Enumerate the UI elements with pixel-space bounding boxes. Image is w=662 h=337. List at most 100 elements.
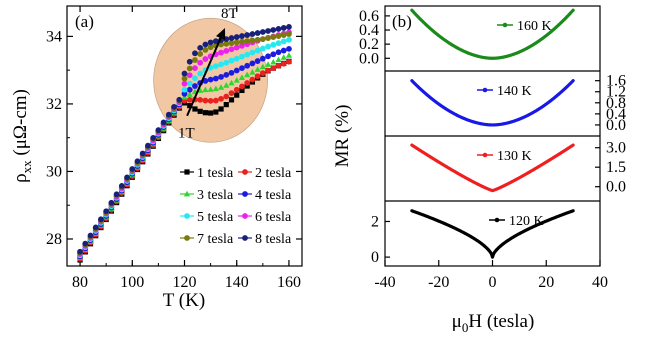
- data-point: [259, 36, 266, 42]
- legend-marker: [494, 217, 500, 223]
- data-point: [239, 83, 245, 90]
- legend-label: 1 tesla: [197, 166, 234, 181]
- data-point: [181, 86, 188, 93]
- data-point: [249, 49, 256, 56]
- legend-marker: [242, 191, 248, 197]
- data-point: [228, 90, 235, 97]
- data-point: [77, 248, 83, 255]
- legend-marker: [502, 22, 508, 28]
- legend-marker: [242, 169, 248, 175]
- data-point: [223, 93, 230, 100]
- data-point: [124, 174, 130, 181]
- data-point: [197, 59, 204, 66]
- data-point: [212, 75, 219, 82]
- legend-marker: [184, 235, 190, 241]
- y-tick-label: 0.4: [359, 22, 379, 39]
- legend-label: 140 K: [497, 84, 532, 99]
- data-point: [150, 135, 157, 141]
- data-point: [265, 35, 271, 41]
- data-point: [270, 41, 277, 48]
- data-point: [181, 90, 188, 97]
- field-arrow: [186, 34, 223, 117]
- annotation-8t: 8T: [221, 6, 238, 22]
- x-tick-label: 80: [72, 274, 88, 291]
- data-point: [280, 25, 287, 31]
- data-point: [192, 65, 198, 72]
- data-point: [223, 101, 229, 108]
- data-point: [259, 63, 266, 70]
- data-point: [218, 106, 224, 112]
- data-point: [244, 71, 251, 78]
- data-point: [259, 55, 266, 62]
- data-point: [228, 97, 235, 103]
- data-point: [228, 69, 235, 76]
- data-point: [280, 38, 287, 45]
- data-point: [218, 49, 224, 56]
- y-tick-label: 1.6: [606, 73, 626, 90]
- y-tick-label: 3.0: [606, 140, 626, 157]
- data-point: [233, 86, 240, 93]
- x-tick-label: -40: [374, 274, 395, 291]
- data-point: [192, 50, 198, 57]
- data-point: [254, 73, 261, 80]
- data-point: [192, 57, 198, 63]
- data-point: [223, 71, 230, 78]
- panel-a-label: (a): [75, 12, 94, 31]
- legend-label: 8 tesla: [255, 232, 292, 247]
- mr-curve-120K: [410, 209, 575, 259]
- panel-b-ticks: -40 -20 0 20 400.00.20.40.60.00.40.81.21.60.…: [359, 8, 626, 291]
- data-point: [165, 111, 172, 118]
- data-point: [176, 96, 183, 103]
- data-point: [265, 67, 271, 74]
- data-point: [186, 80, 193, 87]
- data-point: [286, 45, 292, 52]
- data-point: [202, 97, 209, 104]
- x-label-subscript: 0: [462, 320, 469, 335]
- data-point: [212, 63, 219, 70]
- data-point: [202, 41, 209, 48]
- data-point: [134, 158, 141, 165]
- data-point: [212, 85, 219, 92]
- data-point: [259, 29, 266, 35]
- legend-marker: [183, 190, 191, 197]
- y-tick-label: 28: [46, 231, 62, 248]
- data-point: [212, 97, 219, 104]
- y-label-units: (μΩ-cm): [10, 89, 31, 160]
- data-point: [265, 53, 271, 60]
- data-point: [239, 87, 245, 94]
- data-point: [249, 37, 256, 44]
- panel-b-dividers: [385, 70, 600, 202]
- data-point: [244, 32, 251, 38]
- data-point: [197, 96, 204, 103]
- data-point: [275, 26, 282, 32]
- mr-curve-140K: [410, 79, 575, 127]
- data-point: [218, 95, 224, 102]
- data-point: [187, 103, 193, 109]
- y-tick-label: 32: [46, 96, 62, 113]
- data-point: [280, 32, 287, 38]
- data-point: [254, 66, 261, 72]
- legend-label: 130 K: [497, 149, 532, 164]
- data-point: [218, 74, 224, 80]
- panel-b-label: (b): [392, 12, 412, 31]
- data-point: [233, 55, 240, 62]
- data-point: [186, 91, 193, 97]
- data-point: [249, 31, 256, 37]
- series-8-tesla: [77, 24, 292, 255]
- y-label-rho: ρ: [10, 173, 31, 182]
- data-point: [186, 96, 193, 103]
- data-point: [233, 44, 240, 51]
- data-point: [249, 60, 256, 67]
- x-tick-label: 160: [277, 274, 301, 291]
- legend-marker: [184, 169, 190, 175]
- annotation-1t: 1T: [178, 126, 195, 142]
- data-point: [265, 28, 271, 34]
- y-tick-label: 0.4: [606, 106, 626, 123]
- data-point: [275, 56, 282, 63]
- data-point: [244, 83, 250, 89]
- data-point: [139, 150, 146, 157]
- panel-b-y-axis-label: MR (%): [332, 105, 353, 168]
- data-point: [186, 72, 193, 79]
- data-point: [228, 79, 235, 86]
- x-label-rest: H (tesla): [468, 311, 534, 332]
